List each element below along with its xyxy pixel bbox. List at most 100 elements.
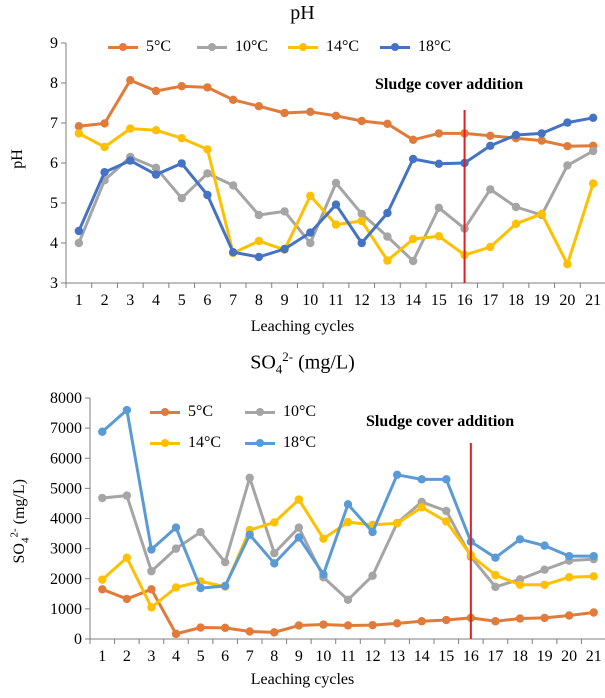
data-point xyxy=(392,519,402,528)
x-tick-label: 1 xyxy=(75,292,83,309)
x-tick-label: 12 xyxy=(365,648,381,665)
data-point xyxy=(270,628,279,637)
x-tick-label: 6 xyxy=(203,292,211,309)
data-point xyxy=(491,617,500,626)
data-point xyxy=(306,107,315,117)
legend-item: 5°C xyxy=(108,38,171,56)
legend-swatch xyxy=(108,42,138,51)
data-point xyxy=(147,585,156,594)
data-point xyxy=(196,623,205,632)
data-point xyxy=(343,517,353,527)
data-point xyxy=(270,518,279,527)
y-tick-label: 9 xyxy=(50,35,58,52)
x-tick-label: 3 xyxy=(147,648,155,665)
data-point xyxy=(319,534,328,543)
x-tick-label: 16 xyxy=(463,648,479,665)
data-point xyxy=(486,131,495,140)
legend-label: 5°C xyxy=(188,403,214,420)
x-tick-label: 2 xyxy=(123,648,131,665)
data-point xyxy=(383,232,392,241)
data-point xyxy=(280,108,289,118)
data-point xyxy=(589,608,598,617)
data-point xyxy=(220,581,230,591)
y-tick-label: 3 xyxy=(50,275,58,292)
x-tick-label: 19 xyxy=(534,292,550,309)
data-point xyxy=(280,207,289,216)
x-tick-label: 9 xyxy=(295,648,303,665)
data-point xyxy=(171,523,181,532)
data-point xyxy=(540,580,549,589)
x-tick-label: 17 xyxy=(487,648,503,665)
x-tick-label: 5 xyxy=(178,292,186,309)
x-tick-label: 11 xyxy=(328,292,343,309)
legend-item: 18°C xyxy=(380,38,451,56)
chart-title: SO42- (mg/L) xyxy=(0,349,605,378)
data-point xyxy=(434,129,444,138)
y-axis-title-rest: (mg/L) xyxy=(11,479,29,529)
x-tick-label: 4 xyxy=(152,292,160,309)
data-point xyxy=(537,129,546,138)
data-point xyxy=(100,119,109,128)
x-tick-label: 14 xyxy=(405,292,421,309)
legend-swatch xyxy=(245,407,275,416)
x-tick-label: 8 xyxy=(270,648,278,665)
legend-label: 14°C xyxy=(188,434,222,451)
x-tick-label: 9 xyxy=(281,292,289,309)
data-point xyxy=(122,553,132,562)
data-point xyxy=(306,238,315,248)
data-point xyxy=(442,517,451,526)
data-point xyxy=(491,582,500,592)
data-point xyxy=(540,541,549,550)
y-tick-label: 6000 xyxy=(50,450,82,467)
data-point xyxy=(245,530,254,539)
x-tick-label: 11 xyxy=(340,648,355,665)
data-point xyxy=(434,159,444,168)
data-point xyxy=(294,621,304,630)
data-point xyxy=(515,614,525,623)
data-point xyxy=(228,95,238,105)
data-point xyxy=(151,163,161,172)
legend-swatch xyxy=(245,438,275,447)
data-point xyxy=(203,145,212,154)
data-point xyxy=(515,580,525,589)
data-point xyxy=(417,617,426,626)
data-point xyxy=(177,134,186,143)
chart-title-sup: 2- xyxy=(282,349,294,364)
data-point xyxy=(74,226,84,236)
x-axis-title: Leaching cycles xyxy=(250,318,355,335)
y-tick-label: 0 xyxy=(74,631,82,648)
x-tick-label: 15 xyxy=(431,292,447,309)
legend-label: 18°C xyxy=(418,38,452,55)
data-point xyxy=(540,565,549,574)
data-point xyxy=(442,506,451,516)
y-tick-label: 3000 xyxy=(50,541,82,558)
y-tick-label: 7 xyxy=(50,115,58,132)
legend-label: 14°C xyxy=(326,38,360,55)
data-point xyxy=(98,575,107,584)
data-point xyxy=(147,567,156,576)
y-axis-title: SO42- (mg/L) xyxy=(9,471,32,571)
data-point xyxy=(151,126,161,135)
data-point xyxy=(254,236,264,246)
sulfate-chart: SO42- (mg/L) SO42- (mg/L) Leaching cycle… xyxy=(0,345,605,698)
data-point xyxy=(98,585,107,594)
data-point xyxy=(171,583,181,592)
y-tick-label: 4 xyxy=(50,235,58,252)
data-point xyxy=(171,629,181,639)
data-point xyxy=(486,141,495,150)
data-point xyxy=(511,219,521,228)
x-axis-title: Leaching cycles xyxy=(250,671,355,688)
y-tick-label: 1000 xyxy=(50,601,82,618)
data-point xyxy=(203,190,212,200)
data-point xyxy=(220,557,230,567)
data-point xyxy=(434,232,444,241)
data-point xyxy=(589,572,598,581)
data-point xyxy=(383,119,392,128)
data-point xyxy=(151,170,161,179)
data-point xyxy=(368,620,377,630)
legend-item: 14°C xyxy=(150,434,221,452)
y-tick-label: 5 xyxy=(50,195,58,212)
data-point xyxy=(564,573,574,582)
data-point xyxy=(511,130,521,140)
x-tick-label: 15 xyxy=(438,648,454,665)
